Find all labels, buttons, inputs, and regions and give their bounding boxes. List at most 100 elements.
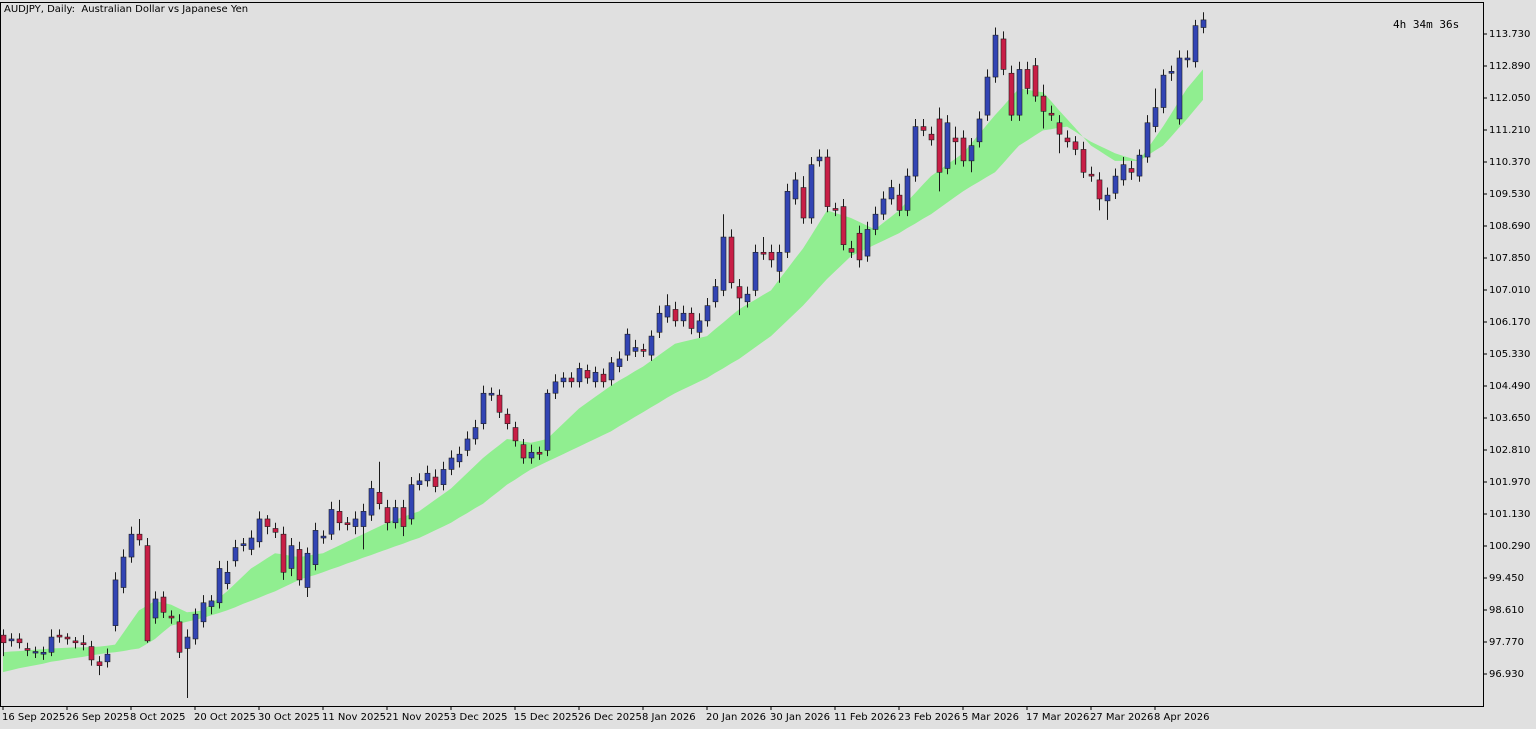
candle-body [936, 118, 943, 173]
candle-body [408, 484, 415, 520]
candle-body [496, 394, 503, 413]
candle-body [648, 335, 655, 356]
candle-body [1080, 149, 1087, 173]
candle-body [96, 661, 103, 666]
x-tick-label: 16 Sep 2025 [2, 712, 65, 723]
y-tick-label: 96.930 [1489, 669, 1524, 680]
candle-body [304, 552, 311, 588]
candle-body [104, 653, 111, 663]
candle-body [640, 349, 647, 352]
candle-body [872, 213, 879, 230]
candle-body [560, 377, 567, 383]
chart-title: AUDJPY, Daily: Australian Dollar vs Japa… [4, 4, 248, 15]
x-tick-label: 8 Jan 2026 [642, 712, 696, 723]
candle-body [1024, 69, 1031, 89]
candle-body [256, 518, 263, 543]
candle-body [992, 34, 999, 78]
candle-body [392, 507, 399, 524]
x-tick-label: 8 Oct 2025 [130, 712, 185, 723]
candle-body [1040, 95, 1047, 112]
candle-body [744, 293, 751, 303]
x-tick-label: 5 Mar 2026 [962, 712, 1019, 723]
candle-body [728, 236, 735, 284]
candle-body [184, 636, 191, 649]
y-tick-label: 97.770 [1489, 637, 1524, 648]
candle-body [64, 636, 71, 640]
candle-body [376, 491, 383, 505]
candle-body [472, 427, 479, 440]
x-tick-label: 17 Mar 2026 [1026, 712, 1089, 723]
candle-body [816, 156, 823, 162]
candle-body [536, 451, 543, 455]
candle-body [168, 615, 175, 619]
candle-body [880, 198, 887, 215]
candle-body [352, 518, 359, 527]
y-tick-label: 111.210 [1489, 125, 1530, 136]
candle-body [1200, 19, 1207, 28]
candle-body [912, 126, 919, 177]
y-tick-label: 107.010 [1489, 285, 1530, 296]
candle-body [792, 179, 799, 200]
candle-body [824, 156, 831, 207]
candle-body [896, 194, 903, 211]
candle-body [344, 522, 351, 525]
candle-body [488, 392, 495, 396]
candle-body [32, 651, 39, 654]
candle-body [1072, 141, 1079, 150]
candle-body [920, 126, 927, 131]
candle-body [480, 392, 487, 425]
candle-body [312, 530, 319, 565]
candle-body [280, 533, 287, 573]
candle-body [504, 413, 511, 425]
candle-body [1104, 194, 1111, 202]
candle-body [48, 636, 55, 653]
candle-body [0, 634, 7, 644]
x-tick-label: 30 Oct 2025 [258, 712, 320, 723]
candle-body [1048, 112, 1055, 116]
candle-body [1088, 173, 1095, 177]
candle-body [208, 600, 215, 607]
candle-body [968, 145, 975, 162]
candle-body [216, 568, 223, 604]
candle-body [8, 638, 15, 642]
candle-body [552, 381, 559, 394]
candle-body [456, 453, 463, 463]
candle-body [984, 76, 991, 116]
y-tick-label: 100.290 [1489, 541, 1530, 552]
candle-body [88, 646, 95, 661]
candle-body [192, 613, 199, 640]
candle-body [736, 286, 743, 299]
candle-body [752, 251, 759, 291]
y-tick-label: 105.330 [1489, 349, 1530, 360]
candle-body [416, 480, 423, 485]
candle-body [776, 251, 783, 272]
candle-body [56, 634, 63, 638]
candle-body [672, 309, 679, 322]
x-tick-label: 15 Dec 2025 [514, 712, 578, 723]
candle-body [424, 472, 431, 482]
y-tick-label: 113.730 [1489, 29, 1530, 40]
x-tick-label: 8 Apr 2026 [1154, 712, 1209, 723]
candle-body [768, 251, 775, 261]
candle-body [848, 248, 855, 253]
candle-body [600, 373, 607, 383]
candle-body [1120, 164, 1127, 181]
candle-body [128, 533, 135, 558]
candle-body [856, 232, 863, 261]
x-tick-label: 20 Jan 2026 [706, 712, 766, 723]
candle-body [584, 370, 591, 379]
candle-body [200, 602, 207, 623]
candle-body [696, 320, 703, 333]
y-tick-label: 101.970 [1489, 477, 1530, 488]
candle-body [464, 438, 471, 451]
y-tick-label: 104.490 [1489, 381, 1530, 392]
candle-body [592, 371, 599, 383]
candle-body [576, 368, 583, 383]
candle-body [688, 312, 695, 329]
candle-body [720, 236, 727, 291]
candle-body [904, 175, 911, 211]
candle-body [832, 208, 839, 211]
candle-body [840, 206, 847, 245]
candle-body [784, 191, 791, 253]
candle-body [704, 305, 711, 322]
